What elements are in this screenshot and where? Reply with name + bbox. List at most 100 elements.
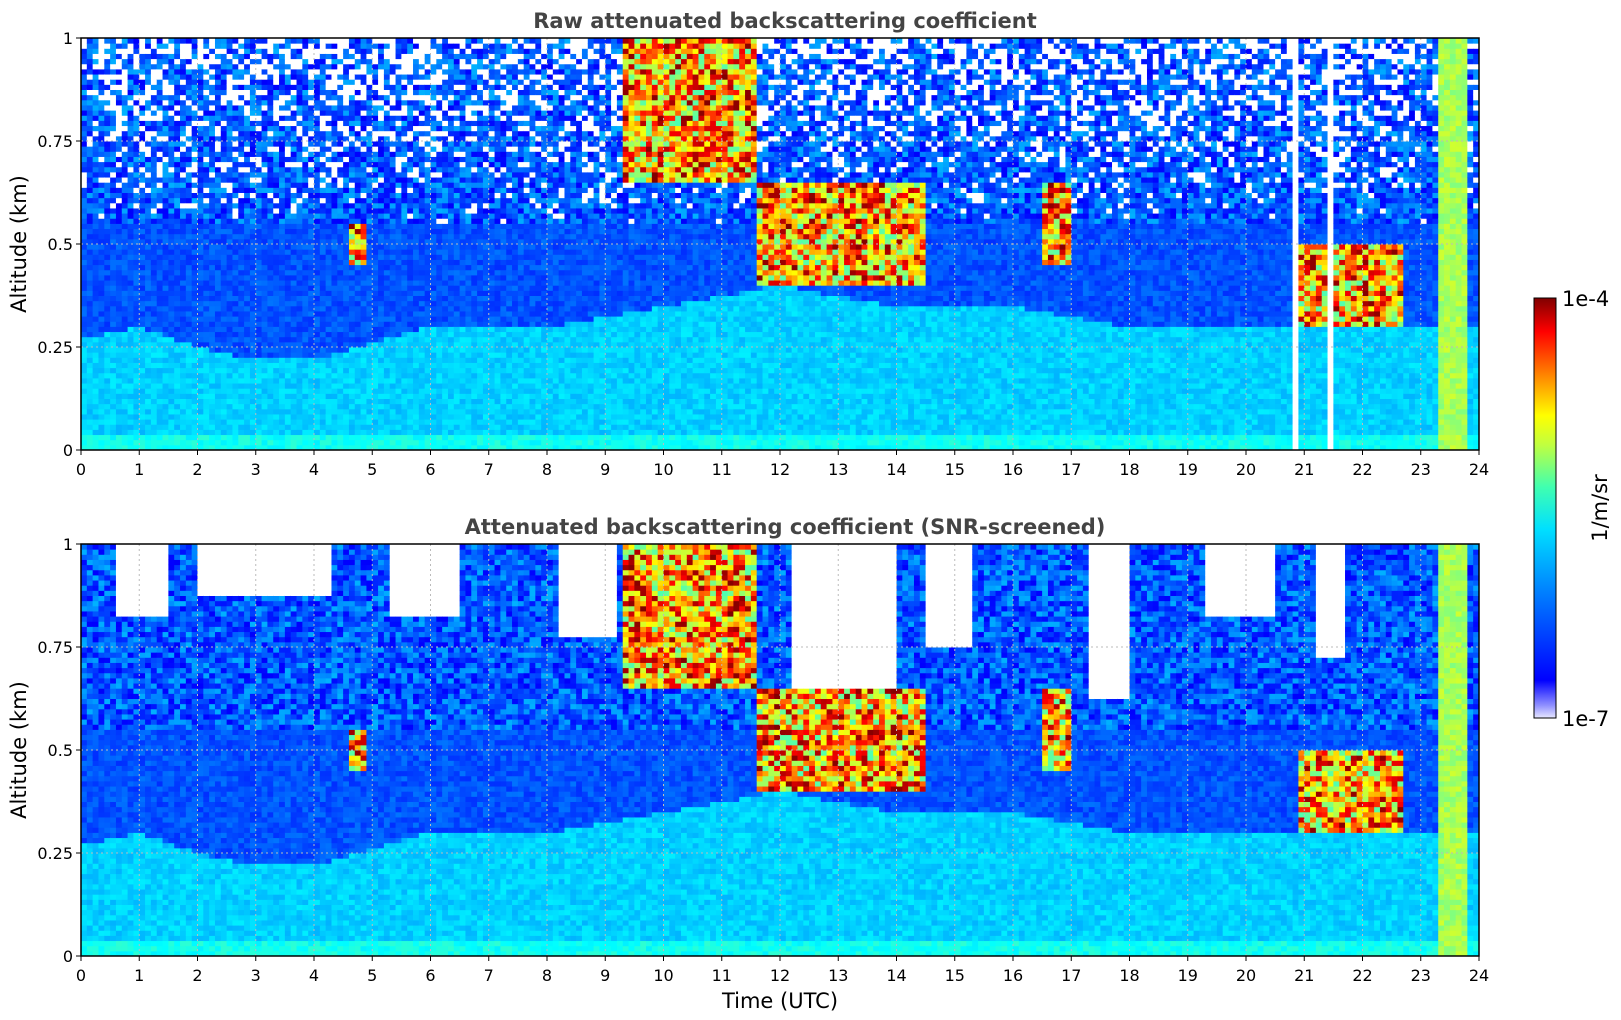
heatmap-cell bbox=[232, 424, 239, 430]
heatmap-cell bbox=[98, 99, 105, 106]
heatmap-cell bbox=[104, 74, 111, 80]
heatmap-cell bbox=[133, 408, 140, 415]
heatmap-cell bbox=[395, 383, 402, 389]
heatmap-cell bbox=[232, 372, 239, 379]
heatmap-cell bbox=[331, 218, 338, 224]
heatmap-cell bbox=[115, 269, 123, 276]
heatmap-cell bbox=[226, 305, 233, 312]
heatmap-cell bbox=[302, 321, 309, 327]
heatmap-cell bbox=[214, 285, 222, 291]
heatmap-cell bbox=[110, 110, 117, 116]
heatmap-cell bbox=[261, 192, 268, 199]
heatmap-cell bbox=[197, 372, 204, 379]
heatmap-cell bbox=[383, 383, 391, 389]
heatmap-cell bbox=[238, 146, 245, 152]
heatmap-cell bbox=[284, 383, 292, 389]
heatmap-cell bbox=[261, 336, 268, 343]
heatmap-cell bbox=[244, 444, 251, 451]
heatmap-cell bbox=[150, 439, 158, 446]
heatmap-cell bbox=[191, 171, 199, 178]
heatmap-cell bbox=[273, 419, 280, 425]
heatmap-cell bbox=[343, 439, 350, 446]
heatmap-cell bbox=[424, 249, 432, 255]
heatmap-cell bbox=[267, 295, 274, 302]
heatmap-cell bbox=[331, 63, 338, 70]
heatmap-cell bbox=[203, 53, 210, 60]
heatmap-cell bbox=[249, 429, 257, 436]
heatmap-cell bbox=[325, 347, 332, 353]
heatmap-cell bbox=[197, 305, 204, 312]
heatmap-cell bbox=[360, 408, 367, 415]
heatmap-cell bbox=[337, 321, 344, 327]
heatmap-cell bbox=[197, 192, 204, 199]
heatmap-cell bbox=[156, 413, 164, 420]
heatmap-cell bbox=[98, 146, 105, 152]
heatmap-cell bbox=[162, 161, 169, 168]
heatmap-cell bbox=[337, 403, 344, 410]
heatmap-cell bbox=[238, 419, 245, 425]
heatmap-cell bbox=[255, 161, 263, 168]
heatmap-cell bbox=[185, 48, 193, 54]
heatmap-cell bbox=[81, 94, 88, 101]
heatmap-cell bbox=[360, 254, 367, 260]
heatmap-cell bbox=[325, 238, 332, 245]
heatmap-cell bbox=[337, 74, 344, 80]
heatmap-cell bbox=[424, 223, 432, 230]
heatmap-cell bbox=[389, 130, 397, 137]
heatmap-cell bbox=[110, 53, 117, 60]
heatmap-cell bbox=[424, 233, 432, 240]
heatmap-cell bbox=[273, 439, 280, 446]
heatmap-cell bbox=[127, 254, 134, 260]
heatmap-cell bbox=[343, 161, 350, 168]
heatmap-cell bbox=[115, 104, 123, 111]
heatmap-cell bbox=[337, 43, 344, 49]
heatmap-cell bbox=[255, 187, 263, 193]
heatmap-cell bbox=[162, 285, 169, 291]
heatmap-cell bbox=[209, 336, 216, 343]
heatmap-cell bbox=[121, 357, 129, 363]
heatmap-cell bbox=[174, 68, 181, 75]
heatmap-cell bbox=[255, 403, 263, 410]
heatmap-cell bbox=[133, 48, 140, 54]
heatmap-cell bbox=[354, 413, 362, 420]
heatmap-cell bbox=[389, 104, 397, 111]
heatmap-cell bbox=[214, 171, 222, 178]
heatmap-cell bbox=[133, 223, 140, 230]
heatmap-cell bbox=[401, 398, 408, 405]
heatmap-cell bbox=[436, 254, 443, 260]
heatmap-cell bbox=[343, 383, 350, 389]
heatmap-cell bbox=[139, 223, 146, 230]
heatmap-cell bbox=[133, 197, 140, 204]
heatmap-cell bbox=[150, 89, 158, 96]
heatmap-cell bbox=[232, 305, 239, 312]
heatmap-cell bbox=[238, 264, 245, 271]
heatmap-cell bbox=[162, 305, 169, 312]
heatmap-cell bbox=[325, 408, 332, 415]
heatmap-cell bbox=[180, 444, 187, 451]
heatmap-cell bbox=[302, 290, 309, 296]
heatmap-cell bbox=[395, 115, 402, 121]
heatmap-cell bbox=[378, 264, 385, 271]
heatmap-cell bbox=[273, 166, 280, 173]
heatmap-cell bbox=[413, 79, 420, 85]
heatmap-cell bbox=[331, 336, 338, 343]
heatmap-cell bbox=[121, 295, 129, 302]
heatmap-cell bbox=[308, 285, 315, 291]
heatmap-cell bbox=[92, 300, 99, 307]
heatmap-cell bbox=[442, 434, 449, 441]
heatmap-cell bbox=[104, 141, 111, 147]
heatmap-cell bbox=[238, 223, 245, 230]
heatmap-cell bbox=[290, 274, 298, 281]
heatmap-cell bbox=[343, 141, 350, 147]
heatmap-cell bbox=[244, 218, 251, 224]
heatmap-cell bbox=[348, 156, 356, 163]
heatmap-cell bbox=[185, 419, 193, 425]
heatmap-cell bbox=[92, 424, 99, 430]
heatmap-cell bbox=[238, 336, 245, 343]
heatmap-cell bbox=[191, 254, 199, 260]
heatmap-cell bbox=[418, 280, 426, 286]
heatmap-cell bbox=[308, 444, 315, 451]
heatmap-cell bbox=[104, 213, 111, 219]
heatmap-cell bbox=[174, 156, 181, 163]
heatmap-cell bbox=[255, 89, 263, 96]
